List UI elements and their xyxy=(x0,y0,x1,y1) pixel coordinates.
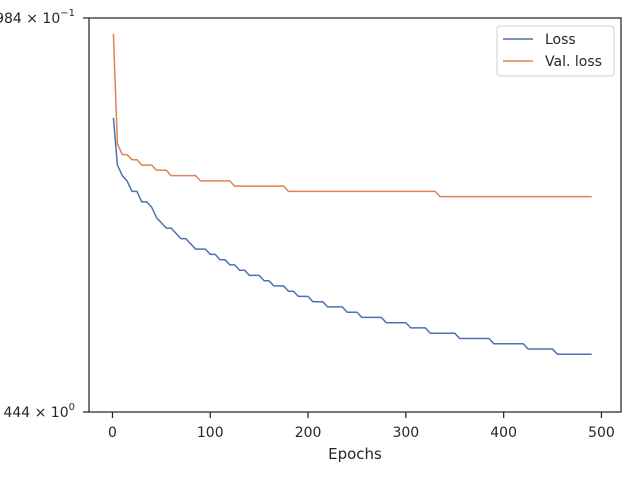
x-tick-label: 200 xyxy=(295,425,322,441)
y-tick-label: 444 × 100 xyxy=(3,402,75,421)
x-tick-label: 400 xyxy=(490,425,517,441)
series-layer xyxy=(112,33,592,355)
plot-area xyxy=(89,18,621,412)
series-line-loss xyxy=(112,117,592,355)
x-tick-label: 500 xyxy=(588,425,615,441)
legend-label-loss: Loss xyxy=(545,32,576,48)
x-tick-label: 300 xyxy=(392,425,419,441)
legend-label-val-loss: Val. loss xyxy=(545,54,602,70)
x-axis: 0 100 200 300 400 500 xyxy=(108,412,615,441)
y-tick-label: 984 × 10−1 xyxy=(0,8,75,27)
plot-frame xyxy=(88,17,622,413)
x-axis-label: Epochs xyxy=(328,445,382,463)
y-axis: 984 × 10−1 444 × 100 xyxy=(0,8,89,421)
legend: Loss Val. loss xyxy=(496,25,615,77)
x-tick-label: 100 xyxy=(197,425,224,441)
series-line-val-loss xyxy=(112,33,592,198)
x-tick-label: 0 xyxy=(108,425,117,441)
